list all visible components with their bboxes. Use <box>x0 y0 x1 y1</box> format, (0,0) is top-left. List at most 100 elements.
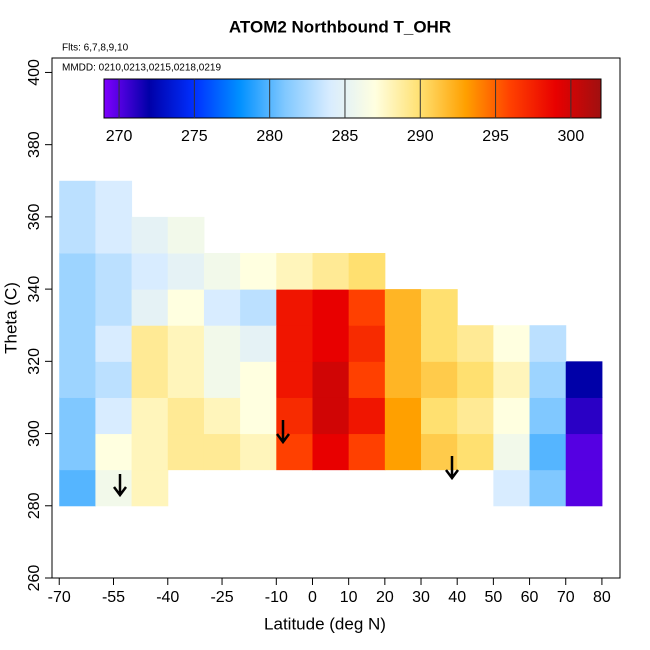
heat-cell <box>493 325 531 362</box>
x-tick-label: -40 <box>156 589 179 606</box>
heat-cell <box>59 253 96 290</box>
y-tick-label: 380 <box>26 131 43 158</box>
heat-cell <box>240 433 277 471</box>
heat-cell <box>565 433 603 471</box>
heat-cell <box>457 397 494 435</box>
x-tick-label: 60 <box>521 589 539 606</box>
heat-cell <box>240 253 277 290</box>
heat-cell <box>565 397 603 435</box>
heat-cell <box>240 361 277 398</box>
colorbar-tick-label: 290 <box>407 128 434 145</box>
heat-cell <box>59 469 96 507</box>
heat-cell <box>95 361 133 398</box>
heat-cell <box>95 253 133 290</box>
heat-cell <box>348 433 386 471</box>
heat-cell <box>276 289 313 326</box>
heat-cell <box>348 253 386 290</box>
colorbar-tick-label: 285 <box>332 128 359 145</box>
colorbar-tick-label: 295 <box>482 128 509 145</box>
colorbar-tick-label: 270 <box>106 128 133 145</box>
x-tick-label: 40 <box>448 589 466 606</box>
heat-cell <box>240 289 277 326</box>
heat-cell <box>348 325 386 362</box>
heat-cell <box>167 397 205 435</box>
heat-cell <box>565 361 603 398</box>
heat-cell <box>131 397 169 435</box>
heat-cell <box>95 216 133 254</box>
heat-cell <box>384 397 422 435</box>
heat-cell <box>457 433 494 471</box>
heat-cell <box>493 397 531 435</box>
heat-cell <box>529 469 567 507</box>
heat-cell <box>59 289 96 326</box>
heat-cell <box>493 469 531 507</box>
heat-cell <box>240 325 277 362</box>
heat-cell <box>493 433 531 471</box>
y-tick-label: 300 <box>26 420 43 447</box>
heat-cell <box>276 325 313 362</box>
heat-cell <box>59 216 96 254</box>
heat-cell <box>167 325 205 362</box>
heat-cell <box>131 253 169 290</box>
heat-cell <box>565 469 603 507</box>
heat-cell <box>131 325 169 362</box>
y-tick-label: 280 <box>26 492 43 519</box>
heat-cell <box>421 325 458 362</box>
x-tick-label: -70 <box>48 589 71 606</box>
chart-title: ATOM2 Northbound T_OHR <box>229 17 451 36</box>
heat-cell <box>203 397 241 435</box>
heat-cell <box>493 361 531 398</box>
heat-cell <box>276 253 313 290</box>
x-tick-label: 10 <box>340 589 358 606</box>
heat-cell <box>276 361 313 398</box>
annotation: MMDD: 0210,0213,0215,0218,0219 <box>62 63 221 74</box>
heat-cell <box>203 325 241 362</box>
x-tick-label: 70 <box>557 589 575 606</box>
y-tick-label: 340 <box>26 276 43 303</box>
heat-cell <box>348 361 386 398</box>
heat-cell <box>312 397 350 435</box>
heat-cell <box>95 325 133 362</box>
heat-cell <box>240 397 277 435</box>
heat-cell <box>529 325 567 362</box>
heat-cell <box>95 180 133 218</box>
arrow <box>445 456 459 481</box>
x-tick-label: 0 <box>308 589 317 606</box>
heat-cell <box>529 433 567 471</box>
heat-cell <box>167 289 205 326</box>
heat-cell <box>167 216 205 254</box>
heat-cell <box>203 361 241 398</box>
heat-cell <box>131 289 169 326</box>
heat-cell <box>131 216 169 254</box>
heat-cell <box>529 397 567 435</box>
y-axis-label: Theta (C) <box>1 282 20 354</box>
plot-frame <box>51 57 621 579</box>
colorbar <box>103 78 602 119</box>
heat-cell <box>312 289 350 326</box>
heat-cell <box>529 361 567 398</box>
heat-cell <box>131 433 169 471</box>
heat-cell <box>95 397 133 435</box>
heat-cell <box>384 433 422 471</box>
heat-cell <box>421 361 458 398</box>
arrow <box>113 474 127 498</box>
heat-cell <box>131 361 169 398</box>
heat-cell <box>59 180 96 218</box>
heat-cell <box>95 289 133 326</box>
heat-cell <box>203 433 241 471</box>
heat-cell <box>203 253 241 290</box>
arrows <box>113 420 459 498</box>
x-tick-label: -55 <box>102 589 125 606</box>
heat-cell <box>312 253 350 290</box>
heat-cell <box>167 361 205 398</box>
x-axis-label: Latitude (deg N) <box>264 614 386 633</box>
heat-cell <box>312 433 350 471</box>
heat-cell <box>167 253 205 290</box>
x-tick-label: 50 <box>484 589 502 606</box>
heat-cell <box>59 433 96 471</box>
heat-cell <box>457 325 494 362</box>
y-tick-label: 360 <box>26 203 43 230</box>
heat-cell <box>348 397 386 435</box>
colorbar-tick-label: 300 <box>558 128 585 145</box>
